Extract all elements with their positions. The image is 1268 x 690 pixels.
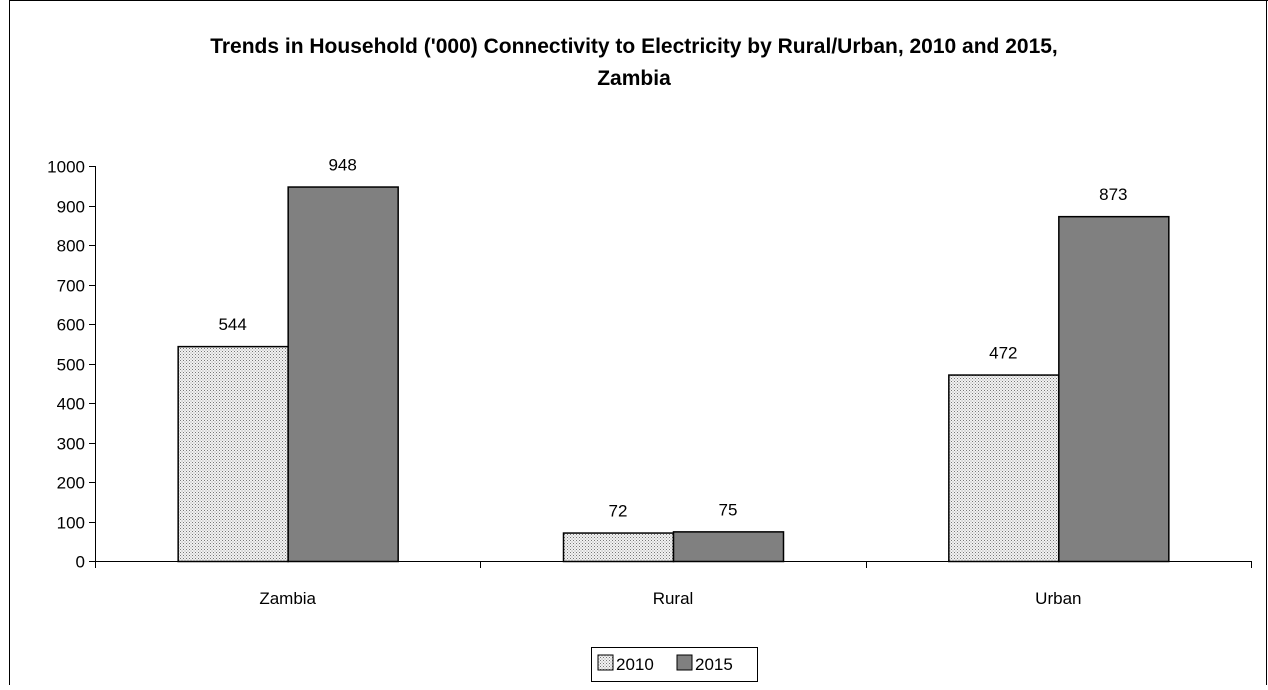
bar-rural-2010 [562, 532, 675, 563]
legend-swatch-2010 [597, 654, 614, 671]
x-category-label: Urban [1035, 589, 1081, 608]
y-axis: 0 100 200 300 400 500 600 700 800 900 1000 [47, 158, 96, 572]
bar-zambia-2015 [287, 186, 399, 563]
data-label-urban-2010: 472 [989, 344, 1017, 363]
y-tick-label: 1000 [47, 158, 85, 177]
legend-label-2010: 2010 [616, 655, 654, 674]
bar-urban-2015 [1058, 215, 1170, 563]
legend-box [591, 647, 758, 682]
bar-urban-2010 [948, 374, 1060, 563]
chart-title-line-2: Zambia [597, 67, 671, 90]
y-tick-label: 500 [57, 356, 85, 375]
y-tick-label: 400 [57, 395, 85, 414]
chart-title-line-1: Trends in Household ('000) Connectivity … [210, 35, 1058, 58]
x-category-label: Rural [653, 589, 694, 608]
y-tick-label: 200 [57, 474, 85, 493]
y-tick-label: 0 [76, 553, 85, 572]
bars [177, 186, 1170, 563]
y-tick-label: 900 [57, 198, 85, 217]
legend-label-2015: 2015 [695, 655, 733, 674]
y-tick-label: 600 [57, 316, 85, 335]
y-tick-label: 700 [57, 277, 85, 296]
data-labels: 544 948 72 75 472 873 [218, 156, 1127, 521]
y-tick-label: 300 [57, 435, 85, 454]
data-label-rural-2015: 75 [719, 500, 738, 519]
data-label-rural-2010: 72 [609, 502, 628, 521]
y-tick-label: 100 [57, 514, 85, 533]
x-axis: Zambia Rural Urban [95, 561, 1252, 608]
x-category-label: Zambia [259, 589, 316, 608]
bar-rural-2015 [672, 531, 785, 563]
legend-swatch-2015 [676, 654, 693, 671]
data-label-zambia-2015: 948 [328, 156, 356, 175]
y-tick-label: 800 [57, 237, 85, 256]
data-label-urban-2015: 873 [1099, 185, 1127, 204]
bar-zambia-2010 [177, 345, 289, 563]
legend: 2010 2015 [591, 647, 758, 682]
data-label-zambia-2010: 544 [218, 315, 246, 334]
